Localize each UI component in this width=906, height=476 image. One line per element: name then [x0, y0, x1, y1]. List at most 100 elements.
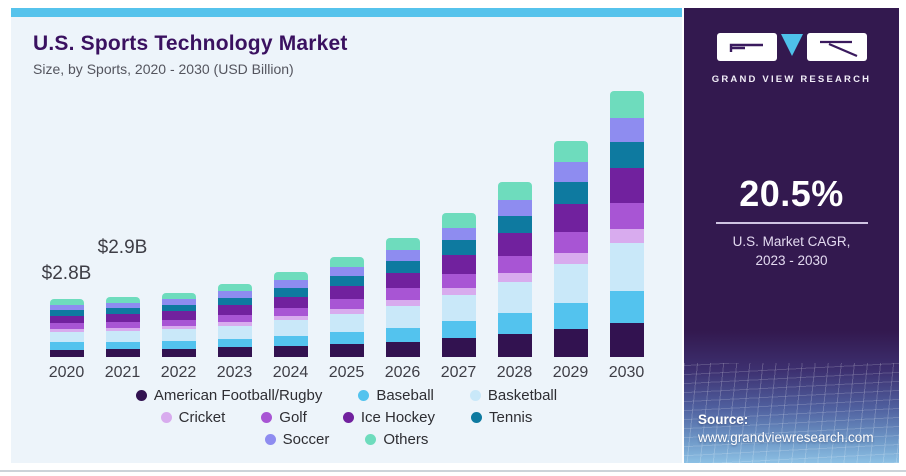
value-label-2021: $2.9B	[97, 236, 148, 258]
bar-column-2029: 2029	[553, 85, 588, 381]
legend-label-american-football-rugby: American Football/Rugby	[153, 387, 323, 404]
segment-cricket-2020	[49, 329, 84, 333]
segment-golf-2025	[329, 299, 364, 310]
bar-column-2028: 2028	[497, 85, 532, 381]
segment-others-2023	[217, 283, 252, 292]
segment-ice-hockey-2029	[553, 203, 588, 232]
bar-column-2022: 2022	[161, 85, 196, 381]
segment-ice-hockey-2028	[497, 233, 532, 256]
legend-dot-american-football-rugby	[135, 390, 147, 401]
x-axis-label-2020: 2020	[48, 364, 85, 381]
segment-basketball-2020	[49, 332, 84, 343]
segment-cricket-2025	[329, 309, 364, 315]
legend-item-american-football-rugby: American Football/Rugby	[135, 387, 323, 404]
segment-ice-hockey-2023	[217, 305, 252, 315]
bar-2027	[441, 213, 476, 357]
segment-cricket-2024	[273, 316, 308, 321]
segment-soccer-2025	[329, 267, 364, 277]
segment-tennis-2028	[497, 215, 532, 234]
segment-golf-2027	[441, 273, 476, 288]
segment-baseball-2022	[161, 341, 196, 349]
segment-ice-hockey-2027	[441, 254, 476, 274]
segment-ice-hockey-2026	[385, 272, 420, 289]
bar-2029	[553, 140, 588, 357]
legend-label-tennis: Tennis	[489, 409, 533, 426]
bar-column-2026: 2026	[385, 85, 420, 381]
chart-legend: American Football/Rugby Baseball Basketbal…	[11, 387, 682, 448]
segment-american-football-rugby-2025	[329, 344, 364, 357]
x-axis-label-2024: 2024	[272, 364, 309, 381]
gvr-logo-icon	[716, 33, 867, 61]
x-axis-label-2028: 2028	[496, 364, 533, 381]
segment-american-football-rugby-2027	[441, 338, 476, 357]
segment-golf-2022	[161, 319, 196, 327]
segment-soccer-2030	[609, 117, 644, 142]
source-url: www.grandviewresearch.com	[698, 430, 874, 445]
segment-basketball-2027	[441, 295, 476, 322]
segment-basketball-2029	[553, 264, 588, 303]
segment-others-2029	[553, 140, 588, 163]
cagr-divider	[715, 222, 868, 224]
bar-2022	[161, 292, 196, 357]
segment-ice-hockey-2030	[609, 168, 644, 203]
source-label: Source:	[698, 412, 749, 427]
bar-column-2020: $2.8B 2020	[42, 85, 92, 381]
legend-dot-cricket	[160, 412, 172, 423]
segment-soccer-2026	[385, 250, 420, 261]
legend-dot-basketball	[469, 390, 481, 401]
segment-tennis-2029	[553, 181, 588, 204]
bar-2030	[609, 91, 644, 357]
segment-golf-2024	[273, 307, 308, 317]
legend-item-others: Others	[365, 431, 428, 448]
chart-title: U.S. Sports Technology Market	[33, 32, 348, 55]
x-axis-label-2027: 2027	[440, 364, 477, 381]
chart-card: U.S. Sports Technology Market Size, by S…	[11, 8, 682, 463]
segment-soccer-2027	[441, 227, 476, 241]
segment-soccer-2023	[217, 291, 252, 298]
segment-ice-hockey-2021	[105, 314, 140, 322]
segment-soccer-2022	[161, 299, 196, 306]
legend-item-soccer: Soccer	[264, 431, 330, 448]
legend-label-cricket: Cricket	[178, 409, 226, 426]
segment-others-2027	[441, 213, 476, 228]
segment-ice-hockey-2024	[273, 296, 308, 308]
segment-soccer-2029	[553, 162, 588, 182]
segment-ice-hockey-2020	[49, 315, 84, 324]
segment-baseball-2021	[105, 341, 140, 350]
segment-golf-2030	[609, 202, 644, 230]
legend-dot-tennis	[471, 412, 483, 423]
cagr-block: 20.5% U.S. Market CAGR, 2023 - 2030	[684, 173, 899, 271]
segment-baseball-2020	[49, 342, 84, 350]
cagr-label: U.S. Market CAGR, 2023 - 2030	[684, 233, 899, 271]
segment-basketball-2026	[385, 306, 420, 328]
segment-american-football-rugby-2022	[161, 348, 196, 357]
segment-baseball-2024	[273, 335, 308, 346]
legend-dot-golf	[261, 412, 273, 423]
segment-others-2028	[497, 182, 532, 200]
bar-column-2027: 2027	[441, 85, 476, 381]
segment-american-football-rugby-2029	[553, 328, 588, 357]
x-axis-label-2025: 2025	[328, 364, 365, 381]
segment-tennis-2021	[105, 308, 140, 315]
segment-tennis-2026	[385, 260, 420, 273]
segment-basketball-2030	[609, 242, 644, 291]
segment-soccer-2024	[273, 280, 308, 289]
bar-column-2021: $2.9B 2021	[98, 85, 148, 381]
segment-basketball-2023	[217, 325, 252, 339]
legend-item-cricket: Cricket	[160, 409, 226, 426]
card-accent-strip	[11, 8, 682, 17]
legend-label-soccer: Soccer	[282, 431, 330, 448]
segment-ice-hockey-2025	[329, 286, 364, 300]
segment-basketball-2022	[161, 329, 196, 342]
segment-others-2025	[329, 257, 364, 268]
segment-tennis-2025	[329, 276, 364, 287]
segment-tennis-2023	[217, 297, 252, 306]
x-axis-label-2023: 2023	[216, 364, 253, 381]
legend-dot-baseball	[358, 390, 370, 401]
legend-label-golf: Golf	[279, 409, 307, 426]
legend-item-ice-hockey: Ice Hockey	[342, 409, 435, 426]
legend-dot-soccer	[264, 434, 276, 445]
legend-label-basketball: Basketball	[487, 387, 558, 404]
cagr-label-line2: 2023 - 2030	[755, 252, 828, 268]
